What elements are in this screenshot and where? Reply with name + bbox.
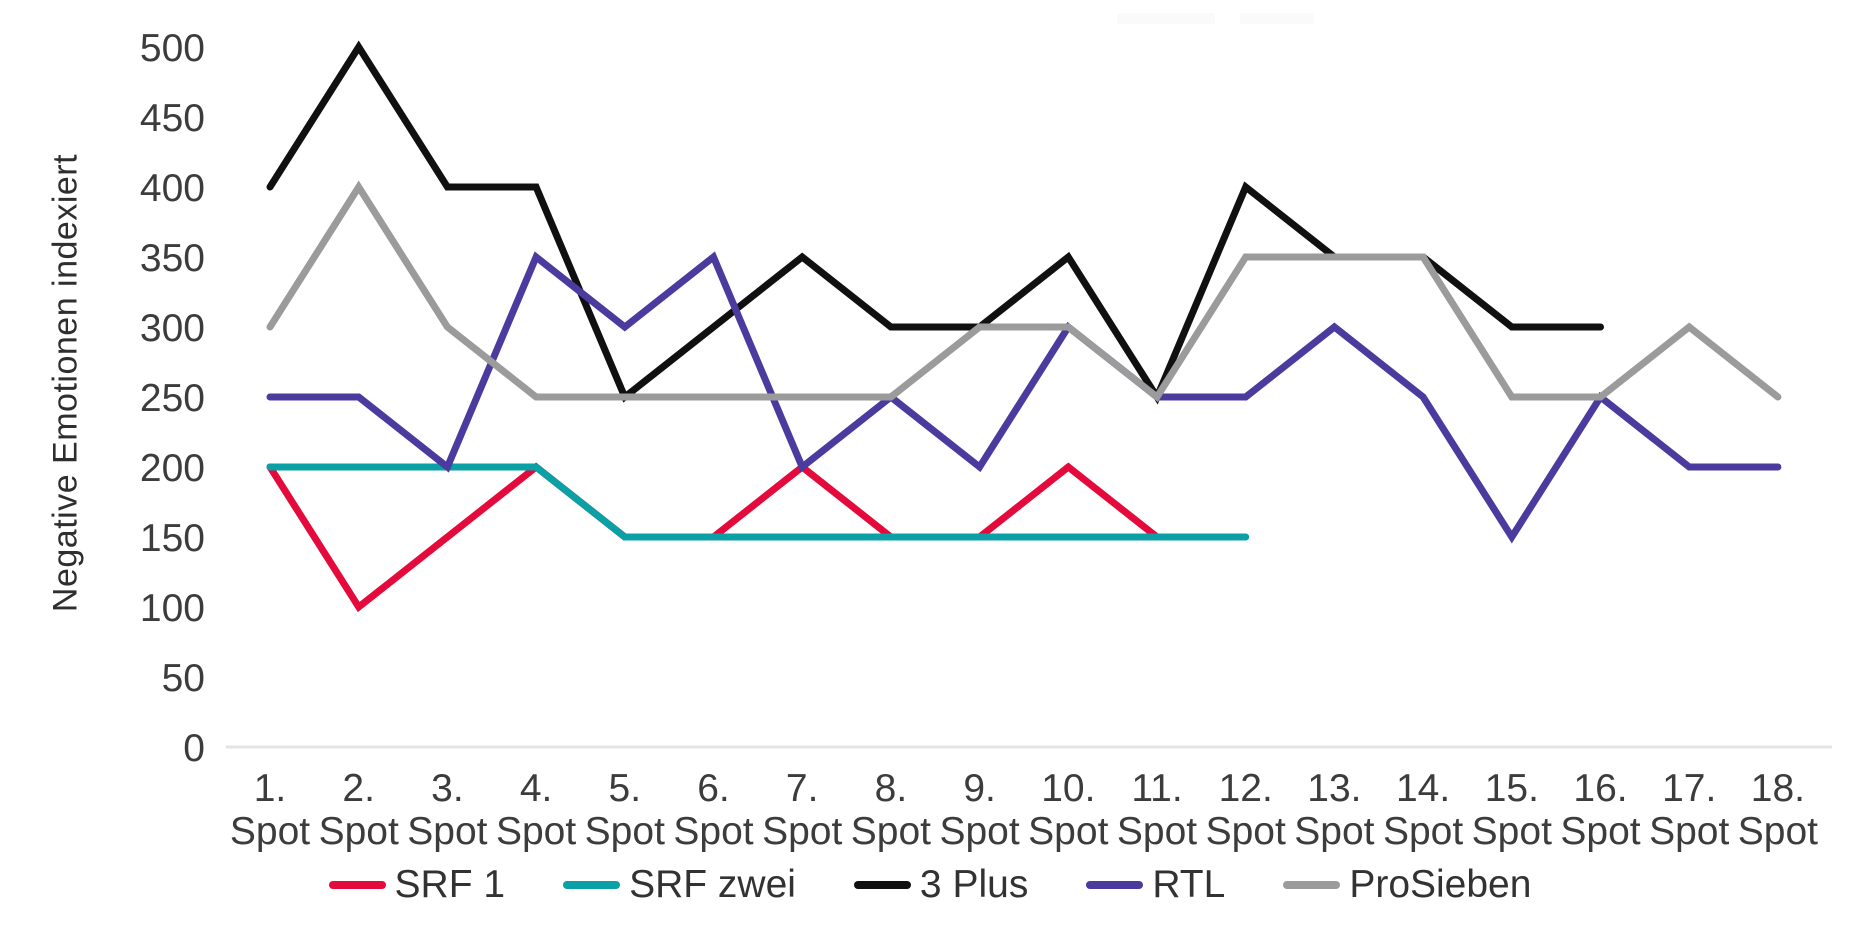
x-tick-word: Spot xyxy=(1649,810,1729,853)
watermark-remnant-left xyxy=(1117,13,1215,24)
x-tick-number: 11. xyxy=(1131,767,1182,810)
x-tick-word: Spot xyxy=(939,810,1019,853)
legend-swatch-icon xyxy=(563,881,621,889)
x-tick-word: Spot xyxy=(1206,810,1286,853)
y-tick-label: 500 xyxy=(140,27,205,70)
x-tick-number: 18. xyxy=(1751,767,1805,810)
x-tick-word: Spot xyxy=(496,810,576,853)
legend-swatch-icon xyxy=(328,881,386,889)
x-tick-word: Spot xyxy=(1383,810,1463,853)
x-tick-word: Spot xyxy=(1738,810,1818,853)
x-tick-number: 3. xyxy=(431,767,464,810)
y-tick-label: 150 xyxy=(140,517,205,560)
legend-item-prosieben: ProSieben xyxy=(1283,863,1531,907)
watermark-remnant-right xyxy=(1240,13,1314,24)
x-tick-word: Spot xyxy=(851,810,931,853)
chart-legend: SRF 1 SRF zwei 3 Plus RTL ProSieben xyxy=(0,863,1860,907)
series-line-rtl xyxy=(266,251,1782,544)
legend-swatch-icon xyxy=(1283,881,1341,889)
legend-item-srf-1: SRF 1 xyxy=(328,863,506,907)
y-tick-label: 200 xyxy=(140,447,205,490)
y-tick-label: 0 xyxy=(183,727,205,770)
y-tick-label: 300 xyxy=(140,307,205,350)
x-tick-number: 1. xyxy=(254,767,287,810)
legend-label: SRF zwei xyxy=(629,863,796,906)
x-tick-number: 8. xyxy=(875,767,908,810)
x-tick-number: 2. xyxy=(342,767,375,810)
x-tick-word: Spot xyxy=(585,810,665,853)
x-tick-number: 17. xyxy=(1662,767,1716,810)
legend-label: 3 Plus xyxy=(919,863,1029,906)
x-tick-word: Spot xyxy=(1294,810,1374,853)
legend-label: RTL xyxy=(1152,863,1226,906)
x-tick-number: 6. xyxy=(697,767,730,810)
x-tick-number: 15. xyxy=(1485,767,1539,810)
y-tick-label: 350 xyxy=(140,237,205,280)
x-tick-number: 10. xyxy=(1041,767,1095,810)
y-tick-label: 50 xyxy=(162,657,205,700)
legend-swatch-icon xyxy=(853,881,911,889)
legend-item-srf-zwei: SRF zwei xyxy=(563,863,796,907)
x-tick-number: 5. xyxy=(609,767,642,810)
legend-swatch-icon xyxy=(1086,881,1144,889)
x-tick-word: Spot xyxy=(673,810,753,853)
x-tick-number: 16. xyxy=(1573,767,1627,810)
x-tick-number: 14. xyxy=(1396,767,1450,810)
x-tick-word: Spot xyxy=(1560,810,1640,853)
legend-item-3-plus: 3 Plus xyxy=(853,863,1029,907)
x-tick-word: Spot xyxy=(230,810,310,853)
x-tick-number: 7. xyxy=(786,767,819,810)
x-tick-word: Spot xyxy=(1117,810,1197,853)
x-tick-word: Spot xyxy=(319,810,399,853)
x-tick-number: 12. xyxy=(1219,767,1273,810)
legend-label: ProSieben xyxy=(1349,863,1532,906)
y-tick-label: 400 xyxy=(140,167,205,210)
x-tick-word: Spot xyxy=(407,810,487,853)
series-line-srf-zwei xyxy=(266,463,1250,541)
x-tick-word: Spot xyxy=(1472,810,1552,853)
series-line-prosieben xyxy=(266,180,1782,403)
x-tick-number: 9. xyxy=(963,767,996,810)
y-tick-label: 450 xyxy=(140,97,205,140)
x-tick-word: Spot xyxy=(762,810,842,853)
x-tick-number: 4. xyxy=(520,767,553,810)
x-tick-word: Spot xyxy=(1028,810,1108,853)
x-tick-number: 13. xyxy=(1307,767,1361,810)
y-tick-label: 250 xyxy=(140,377,205,420)
legend-item-rtl: RTL xyxy=(1086,863,1225,907)
y-tick-label: 100 xyxy=(140,587,205,630)
legend-label: SRF 1 xyxy=(394,863,506,906)
